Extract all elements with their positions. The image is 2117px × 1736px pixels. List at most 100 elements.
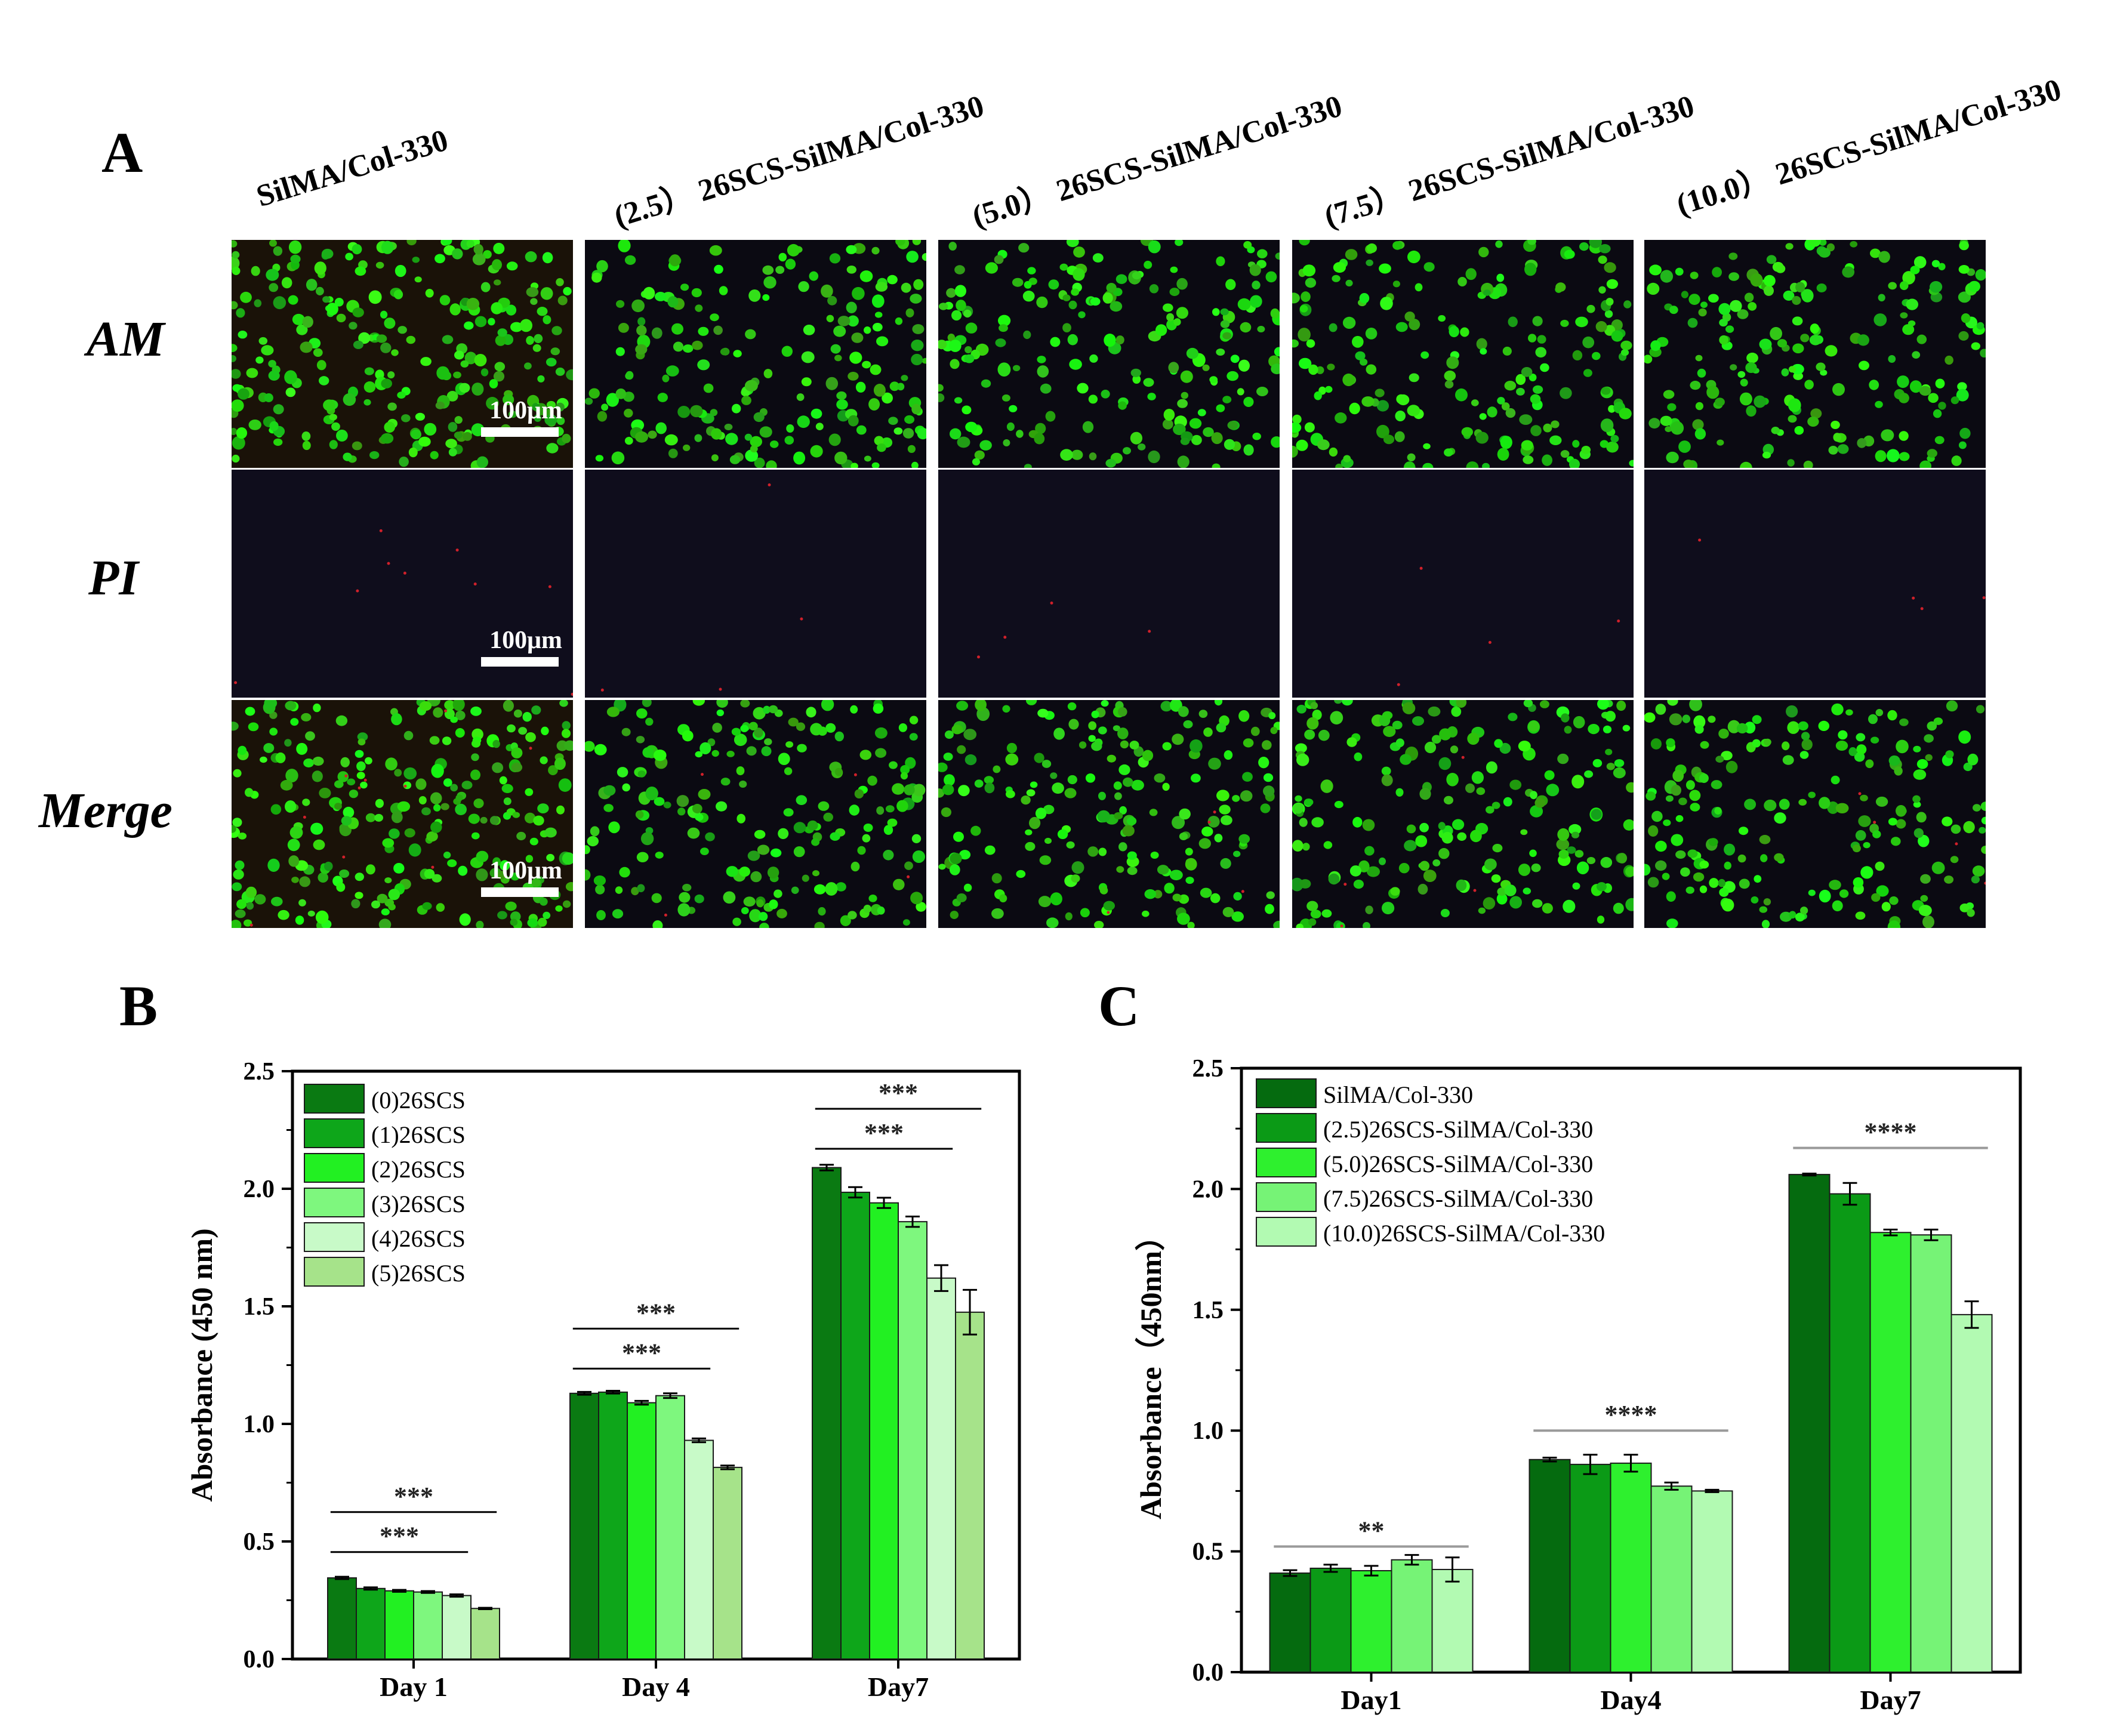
legend-label: (5.0)26SCS-SilMA/Col-330 xyxy=(1323,1151,1593,1177)
y-tick-label: 2.0 xyxy=(1192,1176,1224,1203)
scale-bar-line xyxy=(481,887,559,897)
legend-label: (10.0)26SCS-SilMA/Col-330 xyxy=(1323,1220,1605,1247)
y-axis-label: Absorbance (450 nm) xyxy=(185,1228,218,1501)
micrograph-am-1 xyxy=(585,240,926,468)
bar xyxy=(926,1277,956,1660)
micrograph-merge-4 xyxy=(1644,700,1986,928)
legend-swatch xyxy=(1256,1148,1317,1177)
scale-bar-line xyxy=(481,657,559,667)
bar xyxy=(1788,1174,1831,1673)
legend-swatch xyxy=(304,1084,365,1114)
legend-swatch xyxy=(1256,1217,1317,1247)
y-tick-label: 2.5 xyxy=(244,1058,275,1086)
bar xyxy=(840,1191,870,1660)
bar xyxy=(684,1439,714,1660)
scale-bar-label: 100μm xyxy=(489,627,562,654)
significance-label: **** xyxy=(1605,1400,1657,1429)
legend-swatch xyxy=(304,1118,365,1148)
panel-a-letter: A xyxy=(101,121,143,184)
y-tick-label: 0.5 xyxy=(244,1528,275,1556)
bar xyxy=(1269,1572,1311,1673)
significance-label: *** xyxy=(864,1118,904,1148)
legend-label: (1)26SCS xyxy=(371,1121,466,1148)
significance-label: *** xyxy=(879,1078,918,1108)
legend-label: (2.5)26SCS-SilMA/Col-330 xyxy=(1323,1116,1593,1143)
y-tick-label: 0.0 xyxy=(1192,1659,1224,1686)
bar xyxy=(1869,1232,1912,1673)
legend-swatch xyxy=(304,1153,365,1183)
legend-swatch xyxy=(1256,1182,1317,1212)
chart-svg: 0.0 0.5 1.0 1.5 2.0 2.5 Absorbance (450 nm) Day… xyxy=(185,1058,1021,1702)
y-tick-label: 2.0 xyxy=(244,1176,275,1203)
legend-swatch xyxy=(304,1188,365,1217)
micrograph-merge-3 xyxy=(1292,700,1634,928)
bar xyxy=(713,1466,742,1660)
x-tick-label: Day7 xyxy=(868,1672,929,1702)
bar xyxy=(470,1608,500,1660)
micrograph-merge-1 xyxy=(585,700,926,928)
significance-label: *** xyxy=(394,1482,433,1511)
row-label-pi: PI xyxy=(88,550,138,606)
legend-swatch xyxy=(304,1222,365,1252)
bar xyxy=(898,1221,927,1660)
x-tick-label: Day 1 xyxy=(380,1672,448,1702)
scale-bar-label: 100μm xyxy=(489,857,562,884)
bar xyxy=(1529,1459,1571,1673)
bar xyxy=(1431,1568,1474,1673)
y-tick-label: 1.0 xyxy=(244,1411,275,1438)
micrograph-pi-4 xyxy=(1644,470,1986,698)
legend-swatch xyxy=(1256,1078,1317,1108)
panel-c-letter: C xyxy=(1098,974,1140,1038)
significance-label: **** xyxy=(1865,1118,1917,1147)
bar xyxy=(1391,1559,1433,1673)
y-tick-label: 1.0 xyxy=(1192,1417,1224,1445)
bar xyxy=(1950,1313,1993,1673)
bar xyxy=(1650,1485,1693,1673)
x-tick-label: Day7 xyxy=(1860,1685,1921,1715)
bar xyxy=(1691,1490,1733,1673)
legend-label: (4)26SCS xyxy=(371,1225,466,1252)
legend-swatch xyxy=(1256,1113,1317,1143)
bar xyxy=(1610,1462,1652,1673)
bar-chart-b: 0.0 0.5 1.0 1.5 2.0 2.5 Absorbance (450 nm) Day… xyxy=(185,1058,1021,1702)
bar xyxy=(869,1202,899,1660)
legend-label: (7.5)26SCS-SilMA/Col-330 xyxy=(1323,1185,1593,1212)
scale-bar-label: 100μm xyxy=(489,397,562,424)
y-tick-label: 1.5 xyxy=(1192,1297,1224,1324)
row-label-am: AM xyxy=(87,312,165,367)
bar xyxy=(1309,1567,1352,1673)
significance-label: *** xyxy=(622,1338,661,1367)
micrograph-pi-3 xyxy=(1292,470,1634,698)
legend-label: (5)26SCS xyxy=(371,1260,466,1287)
micrograph-am-3 xyxy=(1292,240,1634,468)
micrograph-merge-2 xyxy=(938,700,1280,928)
row-label-merge: Merge xyxy=(39,783,172,838)
legend-label: (3)26SCS xyxy=(371,1191,466,1217)
panel-b-letter: B xyxy=(119,974,158,1038)
legend-label: (0)26SCS xyxy=(371,1087,466,1114)
micrograph-am-4 xyxy=(1644,240,1986,468)
bar xyxy=(1829,1193,1871,1673)
x-tick-label: Day1 xyxy=(1341,1685,1401,1715)
x-tick-label: Day4 xyxy=(1600,1685,1661,1715)
y-tick-label: 0.5 xyxy=(1192,1538,1224,1566)
micrograph-pi-2 xyxy=(938,470,1280,698)
y-tick-label: 2.5 xyxy=(1192,1055,1224,1083)
bar xyxy=(1350,1570,1392,1673)
bar xyxy=(1569,1463,1611,1673)
significance-label: *** xyxy=(636,1298,676,1327)
scale-bar-line xyxy=(481,427,559,437)
micrograph-pi-1 xyxy=(585,470,926,698)
micrograph-am-2 xyxy=(938,240,1280,468)
x-tick-label: Day 4 xyxy=(622,1672,690,1702)
y-tick-label: 0.0 xyxy=(244,1646,275,1673)
bar xyxy=(598,1391,628,1660)
bar xyxy=(1910,1234,1952,1673)
y-tick-label: 1.5 xyxy=(244,1293,275,1321)
significance-label: *** xyxy=(380,1522,419,1551)
legend-label: SilMA/Col-330 xyxy=(1323,1081,1473,1108)
legend-label: (2)26SCS xyxy=(371,1156,466,1183)
y-axis-label: Absorbance（450nm） xyxy=(1134,1221,1167,1519)
